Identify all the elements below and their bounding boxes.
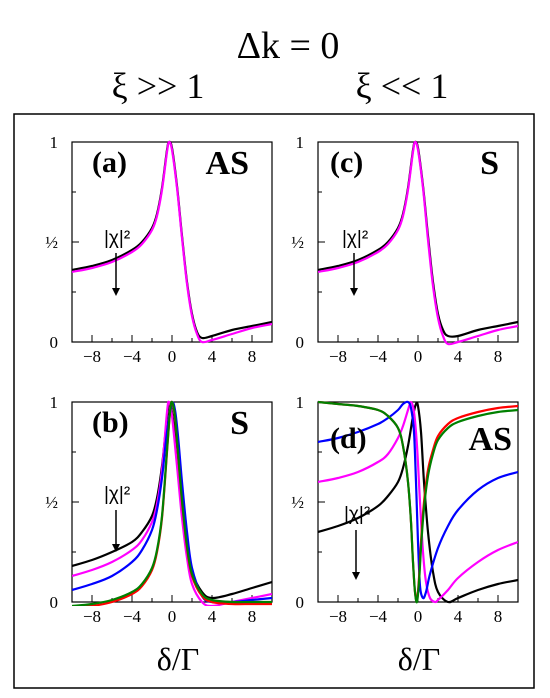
x-tick-label: 4	[454, 607, 463, 626]
y-tick-label: ½	[45, 233, 58, 252]
panel-letter: (a)	[92, 146, 127, 179]
y-tick-label: 1	[296, 133, 305, 152]
panel-c: −8 −4 0 4 8 0 ½ 1 (c) S |χ|²	[291, 133, 519, 366]
delta-k-title: Δk = 0	[237, 25, 340, 67]
x-axis-label-left: δ/Γ	[157, 641, 199, 677]
series-line	[72, 400, 272, 606]
annotation-arrowhead	[352, 572, 360, 580]
series-line	[318, 400, 518, 604]
y-tick-label: 0	[296, 333, 305, 352]
series-line	[318, 401, 518, 604]
panel-letter: (d)	[330, 422, 367, 455]
panel-b: −8 −4 0 4 8 0 ½ 1 (b) S |χ|²	[45, 393, 273, 626]
panel-letter: (b)	[92, 406, 129, 439]
x-tick-label: −8	[329, 607, 347, 626]
y-tick-label: 1	[50, 393, 59, 412]
x-tick-label: 4	[208, 347, 217, 366]
x-tick-label: 8	[248, 347, 257, 366]
chi-annotation: |χ|²	[104, 484, 130, 505]
x-tick-label: 8	[248, 607, 257, 626]
x-tick-label: −8	[329, 347, 347, 366]
panel-d: −8 −4 0 4 8 0 ½ 1 (d) AS |χ|²	[291, 393, 519, 626]
x-tick-label: 8	[494, 607, 503, 626]
annotation-arrowhead	[112, 288, 120, 296]
series-line	[72, 140, 272, 344]
x-tick-label: 0	[414, 347, 423, 366]
panel-code: AS	[469, 421, 512, 458]
panel-code: S	[480, 145, 499, 182]
series-line	[318, 400, 518, 600]
x-tick-label: −4	[123, 607, 142, 626]
x-tick-label: 0	[168, 347, 177, 366]
series-line	[318, 140, 518, 346]
y-tick-label: 1	[50, 133, 59, 152]
x-tick-label: −8	[83, 347, 101, 366]
panel-letter: (c)	[330, 146, 363, 179]
x-tick-label: 4	[208, 607, 217, 626]
y-tick-label: ½	[291, 233, 304, 252]
annotation-arrowhead	[350, 288, 358, 296]
annotation-arrowhead	[112, 544, 120, 552]
x-tick-label: 8	[494, 347, 503, 366]
series-line	[318, 400, 518, 604]
y-tick-label: ½	[291, 493, 304, 512]
chi-annotation: |χ|²	[344, 504, 370, 525]
y-tick-label: 0	[50, 333, 59, 352]
outer-frame	[13, 113, 535, 689]
y-tick-label: ½	[45, 493, 58, 512]
regime-left: ξ >> 1	[112, 66, 205, 106]
x-tick-label: 0	[414, 607, 423, 626]
x-tick-label: 4	[454, 347, 463, 366]
chi-annotation: |χ|²	[104, 228, 130, 249]
y-tick-label: 1	[296, 393, 305, 412]
y-tick-label: 0	[296, 593, 305, 612]
panel-code: S	[230, 405, 249, 442]
y-tick-label: 0	[50, 593, 59, 612]
x-tick-label: −4	[369, 607, 388, 626]
x-tick-label: −4	[369, 347, 388, 366]
chi-annotation: |χ|²	[342, 228, 368, 249]
x-axis-label-right: δ/Γ	[398, 641, 440, 677]
panel-a: −8 −4 0 4 8 0 ½ 1 (a) AS |χ|²	[45, 133, 273, 366]
x-tick-label: −4	[123, 347, 142, 366]
regime-right: ξ << 1	[356, 66, 449, 106]
x-tick-label: 0	[168, 607, 177, 626]
x-tick-label: −8	[83, 607, 101, 626]
panel-code: AS	[206, 145, 249, 182]
